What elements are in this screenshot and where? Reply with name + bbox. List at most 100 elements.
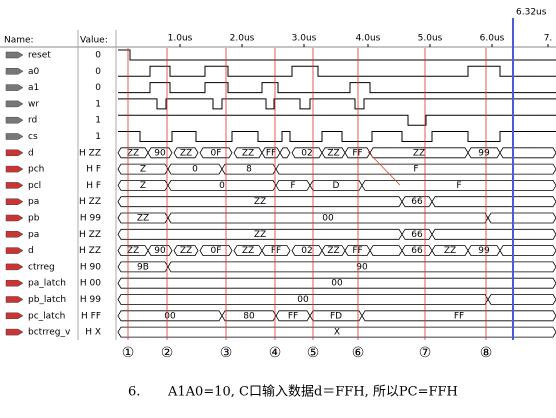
bus-label: ZZ [180,148,192,158]
bus-segment [361,180,556,191]
signal-name: a0 [28,67,40,77]
bus-label: 9B [137,262,149,272]
bus-label: 66 [411,197,423,207]
digital-wave [118,49,556,61]
signal-name: pa [28,230,39,240]
bus-label: 0F [211,148,222,158]
caption-text: A1A0=10, C口输入数据d＝FFH, 所以PC=FFH [167,384,458,400]
time-label: 1.0us [168,34,193,44]
digital-wave [118,114,556,126]
bus-segment [499,147,556,159]
bus-label: F [413,165,418,175]
bus-segment [117,277,556,289]
signal-icon [5,165,24,173]
bus-segment [499,245,556,256]
bus-label: 00 [297,295,309,305]
bus-label: FF [352,246,362,256]
signal-value: H 90 [80,262,101,272]
time-label: 5.0us [418,34,443,44]
signal-icon [5,149,24,157]
signal-name: pb_latch [28,295,66,305]
signal-value: H ZZ [79,246,101,256]
bus-label: FF [266,148,276,158]
bus-segment [275,163,556,175]
bus-segment [173,147,199,159]
bus-label: 0 [219,181,225,191]
bus-label: 66 [411,246,423,256]
bus-segment [199,147,233,159]
signal-icon [5,312,24,320]
bus-segment [117,326,556,338]
bus-label: 66 [411,230,423,240]
signal-value: H 99 [80,214,101,224]
bus-segment [199,245,233,256]
signal-value: H X [85,328,101,338]
digital-wave [118,98,556,110]
time-label: 2.0us [230,34,255,44]
signal-value: H 00 [80,279,101,289]
bus-label: ZZ [137,214,149,224]
bus-label: ZZ [254,230,266,240]
bus-segment [167,261,556,273]
bus-label: F [456,181,461,191]
signal-value: H ZZ [79,148,101,158]
signal-name: a1 [28,83,39,93]
bus-label: FF [352,148,362,158]
signal-value: 1 [95,99,101,109]
signal-name: d [28,148,34,158]
signal-name: pch [28,165,44,175]
bus-label: ZZ [254,197,266,207]
marker-label: ① [122,345,135,361]
value-header: Value: [80,36,108,46]
marker-label: ④ [269,345,282,361]
signal-icon [5,198,24,205]
bus-label: 90 [154,148,166,158]
bus-label: 0F [211,246,222,256]
name-header: Name: [4,36,34,46]
signal-icon [5,68,24,75]
signal-value: H F [86,165,101,175]
bus-segment [147,147,173,159]
bus-segment [369,245,403,256]
signal-name: pc_latch [28,311,65,321]
signal-name: pa_latch [28,279,66,289]
bus-label: FF [454,311,464,321]
signal-icon [5,231,24,238]
signal-icon [5,247,24,254]
bus-segment [431,196,556,208]
signal-name: ctrreg [28,262,55,272]
bus-segment [431,228,556,240]
bus-segment [361,310,556,322]
signal-value: 0 [95,67,101,77]
marker-label: ③ [220,345,233,361]
signal-icon [5,263,24,271]
signal-name: pa [28,197,39,207]
bus-label: X [334,328,340,338]
bus-label: ZZ [242,148,254,158]
bus-label: 99 [478,246,490,256]
bus-segment [147,245,173,256]
marker-label: ⑧ [480,345,493,361]
bus-label: 00 [164,311,176,321]
signal-value: 1 [95,116,101,126]
bus-label: Z [140,181,146,191]
signal-icon [5,182,24,189]
signal-value: H ZZ [79,197,101,207]
signal-name: pcl [28,181,41,191]
bus-label: F [290,181,295,191]
signal-value: H ZZ [79,230,101,240]
bus-segment [173,245,199,256]
signal-name: wr [28,99,39,109]
signal-icon [5,51,24,59]
signal-icon [5,279,24,287]
marker-label: ⑥ [352,345,365,361]
signal-name: rd [28,116,37,126]
bus-label: FF [288,311,298,321]
signal-icon [5,100,24,108]
bus-label: 0 [192,165,198,175]
bus-label: 02 [301,246,312,256]
bus-label: ZZ [413,148,425,158]
signal-name: d [28,246,34,256]
time-label: 4.0us [356,34,381,44]
